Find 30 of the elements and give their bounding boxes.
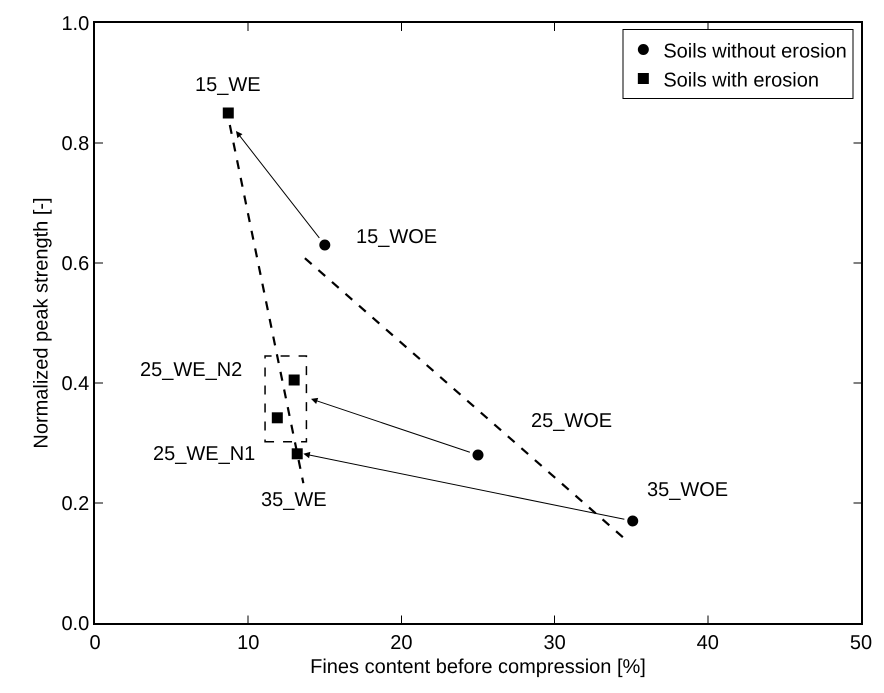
x-axis-title: Fines content before compression [%] <box>310 656 646 678</box>
y-tick-label: 0.8 <box>61 133 90 155</box>
x-tick-label: 20 <box>390 632 413 654</box>
point <box>627 516 638 526</box>
point <box>472 450 484 460</box>
x-tick-label: 0 <box>89 632 101 654</box>
y-tick-label: 0.0 <box>61 613 90 635</box>
legend-label: Soils with erosion <box>663 69 819 92</box>
y-tick-label: 0.2 <box>61 493 90 515</box>
annotation: 25_WOE <box>531 410 612 432</box>
y-tick-label: 1.0 <box>61 13 90 35</box>
y-tick-label: 0.6 <box>61 253 90 275</box>
y-axis-title: Normalized peak strength [-] <box>30 197 52 449</box>
point <box>319 240 330 250</box>
annotation: 15_WOE <box>356 226 438 248</box>
x-tick-label: 40 <box>696 632 719 654</box>
legend-label: Soils without erosion <box>663 40 847 62</box>
point <box>272 412 283 424</box>
x-tick-label: 50 <box>850 632 872 654</box>
point <box>292 448 303 460</box>
annotation: 25_WE_N1 <box>153 443 256 465</box>
x-tick-label: 10 <box>237 632 260 654</box>
x-tick-label: 30 <box>543 632 566 654</box>
annotation: 35_WE <box>261 489 327 511</box>
point <box>288 374 300 386</box>
point <box>222 108 234 118</box>
annotation: 25_WE_N2 <box>140 359 242 381</box>
annotation: 15_WE <box>195 74 261 96</box>
y-tick-label: 0.4 <box>61 373 90 395</box>
annotation: 35_WOE <box>647 479 728 501</box>
